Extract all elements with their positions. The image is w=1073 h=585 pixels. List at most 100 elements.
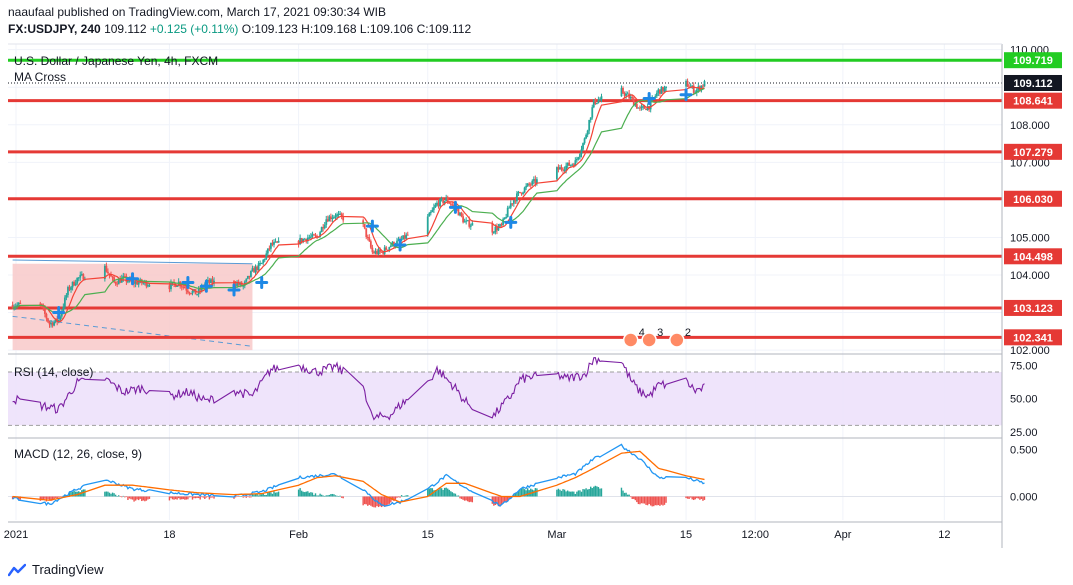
macd-histogram-bar xyxy=(568,491,570,497)
macd-histogram-bar xyxy=(620,487,623,497)
ma-cross-marker xyxy=(504,215,518,229)
macd-histogram-bar xyxy=(428,488,430,497)
candle-body xyxy=(82,274,85,280)
candle-body xyxy=(248,275,251,277)
candle-body xyxy=(297,240,300,245)
tradingview-logo-icon xyxy=(8,563,26,576)
candle-body xyxy=(239,282,242,285)
level-price-badge xyxy=(1004,299,1062,316)
candle-body xyxy=(526,183,529,186)
candle-body xyxy=(503,217,506,220)
macd-histogram-bar xyxy=(434,490,437,497)
level-price-label: 103.123 xyxy=(1013,303,1053,315)
macd-histogram-bar xyxy=(379,496,381,507)
candle-body xyxy=(16,304,19,307)
candle-body xyxy=(589,117,592,120)
macd-histogram-bar xyxy=(142,496,145,501)
candle-body xyxy=(429,212,432,214)
trend-line xyxy=(12,259,253,265)
candle-body xyxy=(555,167,558,180)
macd-histogram-bar xyxy=(576,491,578,497)
candle-body xyxy=(565,165,568,171)
macd-histogram-bar xyxy=(686,496,689,499)
candle-body xyxy=(629,96,632,99)
candle-body xyxy=(334,216,337,218)
candle-body xyxy=(388,247,391,250)
macd-histogram-bar xyxy=(250,496,252,498)
macd-histogram-bar xyxy=(577,490,580,497)
macd-histogram-bar xyxy=(196,496,198,498)
macd-histogram-bar xyxy=(508,496,510,499)
level-price-badge xyxy=(1004,143,1062,160)
candle-body xyxy=(369,241,372,248)
candle-body xyxy=(366,236,369,238)
candle-body xyxy=(643,106,646,109)
candle-body xyxy=(19,302,22,304)
symbol-name[interactable]: FX:USDJPY, 240 xyxy=(8,22,101,36)
macd-histogram-bar xyxy=(181,496,183,500)
macd-histogram-bar xyxy=(262,493,264,497)
candle-body xyxy=(568,162,571,166)
candle-body xyxy=(379,249,381,252)
macd-histogram-bar xyxy=(311,492,314,497)
candle-body xyxy=(182,286,185,288)
candle-body xyxy=(532,179,535,181)
candle-body xyxy=(572,164,575,167)
candle-body xyxy=(110,275,112,277)
candle-body xyxy=(520,192,523,194)
candle-body xyxy=(319,232,322,237)
candle-body xyxy=(637,107,640,109)
candle-body xyxy=(517,191,520,194)
macd-histogram-bar xyxy=(310,492,312,497)
candle-body xyxy=(303,238,306,240)
candle-body xyxy=(59,316,62,320)
candle-body xyxy=(491,223,494,233)
price-tick-label: 107.000 xyxy=(1010,157,1050,169)
macd-histogram-bar xyxy=(242,496,244,498)
candle-body xyxy=(329,216,332,219)
macd-histogram-bar xyxy=(118,495,120,497)
macd-histogram-bar xyxy=(171,496,174,500)
macd-histogram-bar xyxy=(443,487,446,497)
macd-histogram-bar xyxy=(270,492,272,497)
macd-histogram-bar xyxy=(56,496,58,500)
macd-histogram-bar xyxy=(640,496,643,504)
candle-body xyxy=(559,167,561,170)
macd-histogram-bar xyxy=(439,487,441,497)
candle-body xyxy=(80,274,83,276)
candle-body xyxy=(534,179,537,184)
macd-histogram-bar xyxy=(233,496,235,499)
candle-body xyxy=(74,283,77,286)
macd-histogram-bar xyxy=(431,488,434,497)
level-price-badge xyxy=(1004,329,1062,346)
macd-histogram-bar xyxy=(471,496,474,503)
candle-body xyxy=(333,216,335,218)
candle-body xyxy=(133,280,135,284)
macd-title: MACD (12, 26, close, 9) xyxy=(14,447,142,461)
candle-body xyxy=(494,226,497,233)
candle-body xyxy=(210,279,212,283)
candle-body xyxy=(300,238,303,242)
macd-histogram-bar xyxy=(139,496,141,499)
ma-cross-marker xyxy=(448,200,462,214)
macd-histogram-bar xyxy=(646,496,649,506)
macd-histogram-bar xyxy=(148,496,151,499)
candle-body xyxy=(274,241,277,243)
candle-body xyxy=(509,203,512,208)
candle-body xyxy=(625,93,627,96)
macd-histogram-bar xyxy=(113,493,115,497)
macd-histogram-bar xyxy=(210,496,212,498)
candle-body xyxy=(557,167,560,170)
macd-histogram-bar xyxy=(642,496,644,504)
candle-body xyxy=(362,220,365,225)
candle-body xyxy=(103,265,106,279)
macd-histogram-bar xyxy=(197,496,200,499)
candle-body xyxy=(579,154,581,158)
macd-histogram-bar xyxy=(128,496,131,499)
macd-histogram-bar xyxy=(696,496,698,499)
last-price-label: 109.112 xyxy=(1013,78,1052,90)
macd-histogram-bar xyxy=(374,496,377,508)
candle-body xyxy=(340,213,343,216)
macd-histogram-bar xyxy=(403,495,406,497)
